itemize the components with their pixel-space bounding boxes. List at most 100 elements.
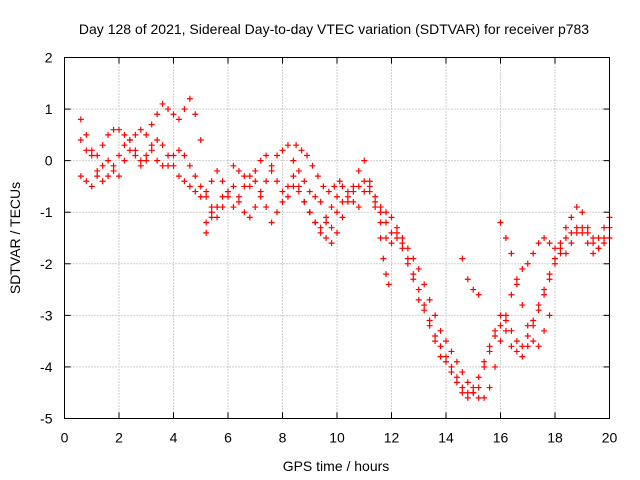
data-point: [225, 188, 231, 195]
data-point: [192, 173, 199, 180]
data-point: [331, 183, 338, 190]
data-point: [137, 162, 144, 169]
data-point: [410, 276, 417, 283]
data-point: [372, 193, 379, 200]
data-point: [584, 240, 591, 247]
data-point: [186, 95, 193, 102]
data-point: [83, 178, 90, 185]
data-point: [421, 302, 428, 309]
data-point: [274, 209, 281, 216]
data-point: [492, 363, 499, 370]
data-point: [334, 193, 340, 200]
data-point: [524, 332, 531, 339]
data-point: [361, 188, 368, 195]
data-point: [230, 204, 237, 211]
x-tick-label: 12: [384, 430, 400, 446]
data-point: [116, 126, 122, 133]
data-point: [448, 363, 455, 370]
series-track-2: [77, 137, 613, 391]
data-point: [94, 152, 101, 159]
data-point: [464, 394, 471, 401]
data-point: [497, 338, 504, 345]
data-point: [154, 157, 161, 164]
data-point: [355, 167, 362, 174]
data-point: [385, 281, 392, 288]
data-point: [568, 240, 575, 247]
data-point: [88, 152, 95, 159]
data-point: [502, 235, 509, 241]
data-point: [159, 162, 166, 169]
data-point: [388, 229, 395, 236]
data-point: [279, 198, 286, 205]
data-point: [524, 322, 531, 329]
data-point: [426, 322, 433, 329]
data-point: [584, 229, 591, 236]
data-point: [263, 178, 270, 185]
data-point: [432, 338, 439, 345]
x-tick-label: 14: [438, 430, 454, 446]
data-point: [552, 255, 558, 262]
x-tick-label: 20: [602, 430, 618, 446]
data-point: [530, 317, 537, 324]
data-point: [284, 193, 291, 200]
data-point: [290, 183, 297, 190]
y-tick-label: 1: [45, 101, 53, 117]
data-point: [541, 327, 548, 334]
data-point: [470, 384, 477, 391]
data-point: [121, 142, 128, 149]
data-point: [399, 240, 406, 247]
data-point: [246, 214, 253, 221]
data-point: [99, 178, 106, 185]
data-point: [366, 178, 373, 185]
data-point: [502, 317, 509, 324]
data-point: [464, 276, 471, 283]
y-axis-label: SDTVAR / TECUs: [7, 182, 23, 294]
data-point: [309, 162, 316, 169]
data-point: [404, 255, 411, 262]
data-point: [154, 111, 161, 118]
data-point: [492, 327, 499, 334]
data-point: [601, 224, 608, 231]
data-point: [279, 147, 286, 154]
x-tick-label: 4: [170, 430, 178, 446]
data-point: [197, 193, 204, 200]
data-point: [459, 389, 466, 396]
data-point: [546, 240, 553, 247]
data-point: [344, 193, 351, 200]
data-point: [426, 317, 433, 324]
data-point: [246, 183, 253, 190]
data-point: [203, 229, 210, 236]
data-point: [132, 152, 139, 159]
data-point: [453, 374, 460, 381]
y-tick-label: -2: [40, 256, 53, 272]
data-point: [317, 224, 324, 231]
data-point: [492, 332, 499, 339]
x-axis-label: GPS time / hours: [283, 458, 390, 474]
data-point: [443, 338, 449, 345]
data-point: [235, 193, 242, 200]
data-point: [99, 162, 106, 169]
grid-lines: [64, 57, 610, 419]
data-point: [336, 178, 343, 185]
data-point: [601, 240, 608, 247]
data-point: [110, 126, 117, 133]
data-point: [203, 219, 210, 226]
data-point: [475, 374, 482, 381]
data-point: [295, 183, 302, 190]
data-point: [252, 204, 259, 211]
data-point: [524, 343, 531, 350]
data-point: [350, 198, 357, 205]
data-point: [432, 332, 439, 339]
data-point: [159, 100, 166, 107]
data-point: [448, 348, 455, 355]
data-point: [314, 173, 321, 180]
data-point: [301, 178, 308, 185]
data-point: [317, 198, 324, 205]
data-point: [306, 209, 313, 216]
data-point: [252, 167, 259, 174]
data-point: [203, 193, 210, 200]
data-point: [320, 183, 327, 190]
data-point: [186, 183, 193, 190]
data-point: [148, 121, 155, 128]
data-point: [541, 286, 548, 293]
